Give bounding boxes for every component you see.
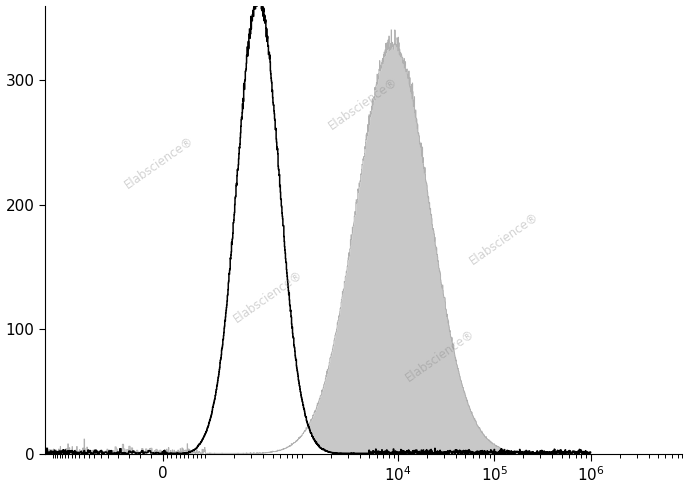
Text: Elabscience®: Elabscience®: [327, 75, 401, 133]
Text: Elabscience®: Elabscience®: [231, 269, 305, 326]
Text: Elabscience®: Elabscience®: [467, 210, 541, 268]
Text: Elabscience®: Elabscience®: [403, 327, 477, 384]
Text: Elabscience®: Elabscience®: [122, 134, 197, 191]
